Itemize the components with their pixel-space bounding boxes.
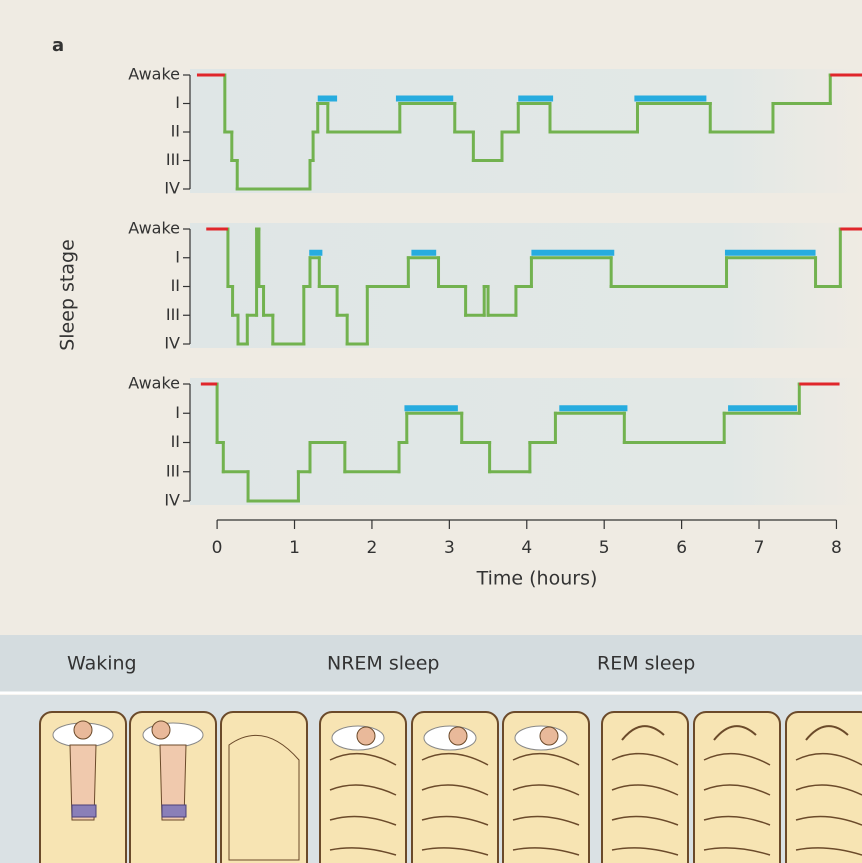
y-axis-label: Sleep stage: [57, 239, 79, 351]
x-tick-label: 0: [212, 538, 223, 558]
bed: [694, 712, 780, 863]
y-tick-label: I: [175, 247, 180, 266]
rem-bar: [559, 405, 627, 411]
bed: [602, 712, 688, 863]
y-tick-label: II: [171, 276, 180, 295]
rem-bar: [634, 96, 706, 102]
head: [152, 721, 170, 739]
rem-bar: [309, 250, 322, 256]
strip-label: NREM sleep: [327, 653, 439, 675]
y-tick-label: II: [171, 122, 180, 141]
rem-bar: [396, 96, 453, 102]
blanket: [229, 735, 299, 860]
x-tick-label: 5: [599, 538, 610, 558]
strip-label: Waking: [67, 653, 137, 675]
y-tick-label: III: [166, 305, 180, 324]
strip-label: REM sleep: [597, 653, 695, 675]
x-tick-label: 1: [289, 538, 300, 558]
x-tick-label: 6: [676, 538, 687, 558]
shorts: [162, 805, 186, 817]
rem-bar: [318, 96, 337, 102]
panel-label: a: [52, 35, 64, 56]
page: AwakeIIIIIIIVAwakeIIIIIIIVAwakeIIIIIIIV0…: [0, 0, 862, 863]
head: [449, 727, 467, 745]
panel-shade: [190, 378, 862, 505]
y-tick-label: I: [175, 93, 180, 112]
y-tick-label: III: [166, 150, 180, 169]
y-tick-label: Awake: [128, 219, 180, 238]
head: [357, 727, 375, 745]
head: [540, 727, 558, 745]
rem-bar: [404, 405, 457, 411]
x-tick-label: 4: [521, 538, 532, 558]
bed: [786, 712, 862, 863]
y-tick-label: Awake: [128, 374, 180, 393]
head: [74, 721, 92, 739]
y-tick-label: Awake: [128, 65, 180, 84]
shorts: [72, 805, 96, 817]
rem-bar: [531, 250, 614, 256]
y-tick-label: IV: [164, 334, 180, 353]
pillow: [143, 723, 203, 747]
y-tick-label: II: [171, 432, 180, 451]
plot-layer: AwakeIIIIIIIVAwakeIIIIIIIVAwakeIIIIIIIV0…: [128, 65, 862, 559]
rem-bar: [518, 96, 553, 102]
y-tick-label: III: [166, 461, 180, 480]
rem-bar: [725, 250, 816, 256]
rem-bar: [411, 250, 436, 256]
x-tick-label: 8: [831, 538, 842, 558]
x-axis-label: Time (hours): [476, 568, 598, 590]
x-tick-label: 7: [754, 538, 765, 558]
y-tick-label: IV: [164, 491, 180, 510]
x-tick-label: 3: [444, 538, 455, 558]
rem-bar: [728, 405, 797, 411]
y-tick-label: I: [175, 403, 180, 422]
chart: AwakeIIIIIIIVAwakeIIIIIIIVAwakeIIIIIIIV0…: [0, 0, 862, 863]
x-tick-label: 2: [367, 538, 378, 558]
illustrations: [40, 712, 862, 863]
y-tick-label: IV: [164, 179, 180, 198]
